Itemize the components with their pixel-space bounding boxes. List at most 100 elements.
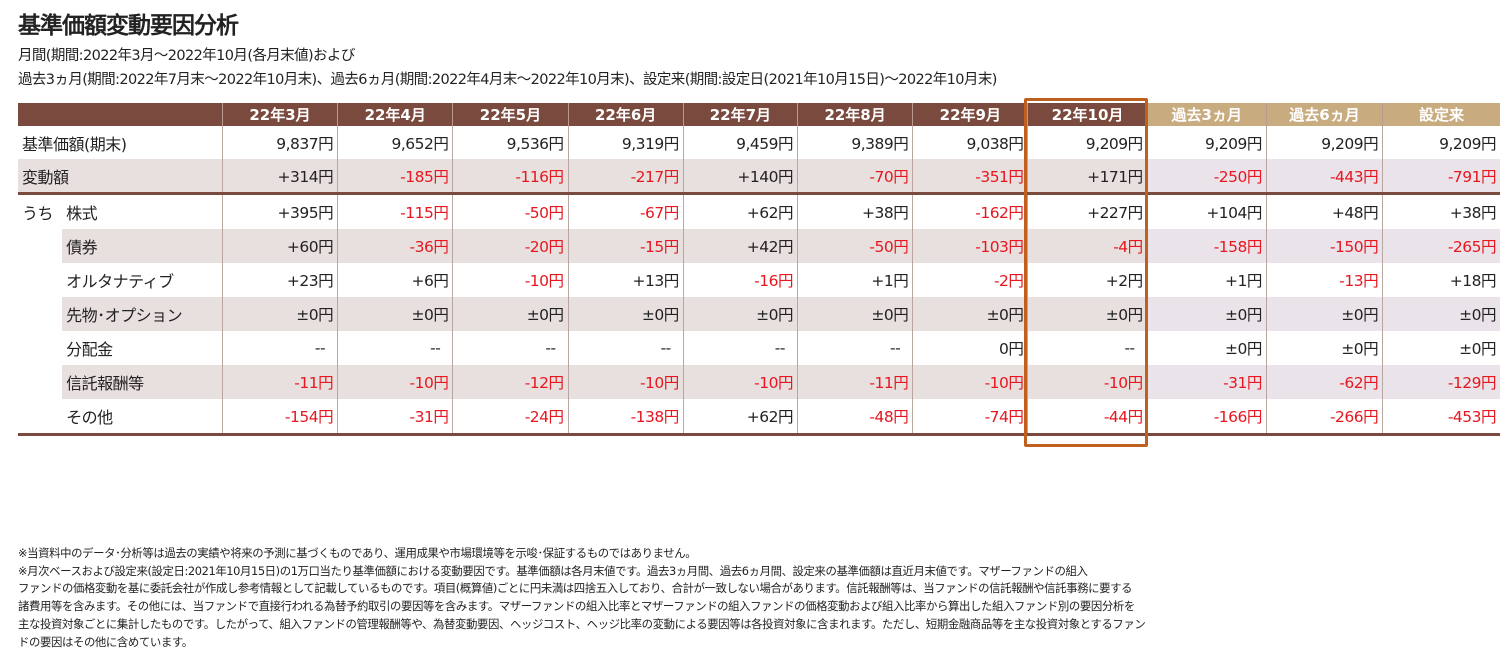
row-label: 分配金 [66, 340, 113, 359]
value-cell: -31円 [1146, 365, 1267, 399]
value-cell: 9,209円 [1265, 126, 1383, 159]
value-cell: -129円 [1382, 365, 1500, 399]
value-cell: ±0円 [567, 297, 684, 331]
value-cell: -791円 [1382, 159, 1500, 194]
footnote-line: ※月次ベースおよび設定来(設定日:2021年10月15日)の1万口当たり基準価額… [18, 563, 1088, 578]
value-cell: +1円 [796, 263, 913, 297]
value-cell: -31円 [337, 399, 453, 436]
uchi-label [18, 399, 63, 436]
value-cell: +6円 [337, 263, 453, 297]
row-label: オルタナティブ [66, 272, 174, 291]
value-cell: +104円 [1146, 192, 1267, 229]
value-cell: -15円 [567, 229, 684, 263]
value-cell: -16円 [682, 263, 798, 297]
footnote-line: ※当資料中のデータ･分析等は過去の実績や将来の予測に基づくものであり、運用成果や… [18, 546, 697, 560]
value-cell: +23円 [221, 263, 338, 297]
value-cell: -62円 [1265, 365, 1383, 399]
value-cell: +2円 [1027, 263, 1148, 297]
value-cell: -185円 [337, 159, 453, 194]
uchi-label [18, 331, 62, 365]
value-cell: -50円 [796, 229, 913, 263]
table-row: オルタナティブ +23円 +6円 -10円 +13円 -16円 +1円 -2円 +2円 +1円 -1… [18, 263, 1500, 297]
value-cell: 9,209円 [1027, 126, 1148, 159]
value-cell: ±0円 [912, 297, 1028, 331]
row-label: その他 [62, 399, 223, 436]
footnote-line: 諸費用等を含みます。その他には、当ファンドで直接行われる為替予約取引の要因等を含… [18, 599, 1135, 614]
value-cell: -150円 [1265, 229, 1383, 263]
value-cell: 9,209円 [1146, 126, 1267, 159]
table-row: 債券 +60円 -36円 -20円 -15円 +42円 -50円 -103円 -4円 -158円 -… [18, 229, 1500, 263]
value-cell: +13円 [567, 263, 684, 297]
uchi-label [18, 297, 63, 331]
value-cell: ±0円 [1265, 297, 1383, 331]
value-cell: ±0円 [796, 297, 913, 331]
period-cumulative: 過去3ヵ月(期間:2022年7月末～2022年10月末)、過去6ヵ月(期間:20… [18, 72, 997, 88]
table-header-row: 22年3月 22年4月 22年5月 22年6月 22年7月 22年8月 22年9月 22年10… [18, 103, 1500, 126]
value-cell: -74円 [912, 399, 1028, 436]
value-cell: -11円 [221, 365, 338, 399]
uchi-label [18, 263, 62, 297]
value-cell: +140円 [682, 159, 798, 194]
column-header: 22年9月 [912, 103, 1028, 126]
column-header: 設定来 [1382, 103, 1500, 126]
value-cell: -- [1027, 331, 1148, 365]
value-cell: -166円 [1146, 399, 1267, 436]
column-header: 22年4月 [337, 103, 453, 126]
table-row: 先物･オプション ±0円 ±0円 ±0円 ±0円 ±0円 ±0円 ±0円 ±0円 ±0円 ±0円 ±0… [18, 297, 1500, 331]
value-cell: ±0円 [682, 297, 798, 331]
value-cell: ±0円 [1265, 331, 1383, 365]
value-cell: -- [337, 331, 453, 365]
value-cell: ±0円 [1382, 331, 1500, 365]
value-cell: +48円 [1265, 192, 1383, 229]
value-cell: -2円 [912, 263, 1028, 297]
value-cell: ±0円 [1146, 297, 1267, 331]
header-blank [18, 103, 223, 126]
value-cell: -103円 [912, 229, 1028, 263]
footnotes: ※当資料中のデータ･分析等は過去の実績や将来の予測に基づくものであり、運用成果や… [18, 545, 1438, 651]
value-cell: +60円 [221, 229, 338, 263]
column-header: 22年7月 [682, 103, 798, 126]
column-header: 22年3月 [221, 103, 338, 126]
page-title: 基準価額変動要因分析 [18, 13, 239, 39]
value-cell: -36円 [337, 229, 453, 263]
value-cell: -138円 [567, 399, 684, 436]
row-label: 株式 [62, 192, 223, 229]
value-cell: -13円 [1265, 263, 1383, 297]
value-cell: -44円 [1027, 399, 1148, 436]
value-cell: ±0円 [1146, 331, 1267, 365]
value-cell: -10円 [1027, 365, 1148, 399]
value-cell: -453円 [1382, 399, 1500, 436]
value-cell: 9,536円 [452, 126, 569, 159]
value-cell: 9,837円 [221, 126, 338, 159]
value-cell: ±0円 [1027, 297, 1148, 331]
period-monthly: 月間(期間:2022年3月～2022年10月(各月末値)および [18, 48, 355, 64]
value-cell: -48円 [796, 399, 913, 436]
value-cell: -115円 [337, 192, 453, 229]
value-cell: -4円 [1027, 229, 1148, 263]
row-label: 債券 [62, 229, 223, 263]
value-cell: 9,319円 [567, 126, 684, 159]
value-cell: -24円 [452, 399, 569, 436]
value-cell: -67円 [567, 192, 684, 229]
value-cell: +227円 [1027, 192, 1148, 229]
column-header: 22年6月 [567, 103, 684, 126]
row-label: 先物･オプション [62, 297, 223, 331]
value-cell: -217円 [567, 159, 684, 194]
value-cell: -266円 [1265, 399, 1383, 436]
value-cell: 9,459円 [682, 126, 798, 159]
value-cell: -250円 [1146, 159, 1267, 194]
value-cell: -- [682, 331, 798, 365]
footnote-line: ファンドの価格変動を基に委託会社が作成し参考情報として記載しているものです。項目… [18, 581, 1133, 596]
value-cell: +62円 [682, 192, 798, 229]
value-cell: -50円 [452, 192, 569, 229]
value-cell: -158円 [1146, 229, 1267, 263]
value-cell: ±0円 [221, 297, 338, 331]
value-cell: ±0円 [1382, 297, 1500, 331]
uchi-label: うち [18, 192, 63, 229]
column-header: 過去3ヵ月 [1146, 103, 1267, 126]
value-cell: +395円 [221, 192, 338, 229]
value-cell: -265円 [1382, 229, 1500, 263]
row-label: 基準価額(期末) [22, 134, 127, 154]
value-cell: +42円 [682, 229, 798, 263]
value-cell: -10円 [682, 365, 798, 399]
